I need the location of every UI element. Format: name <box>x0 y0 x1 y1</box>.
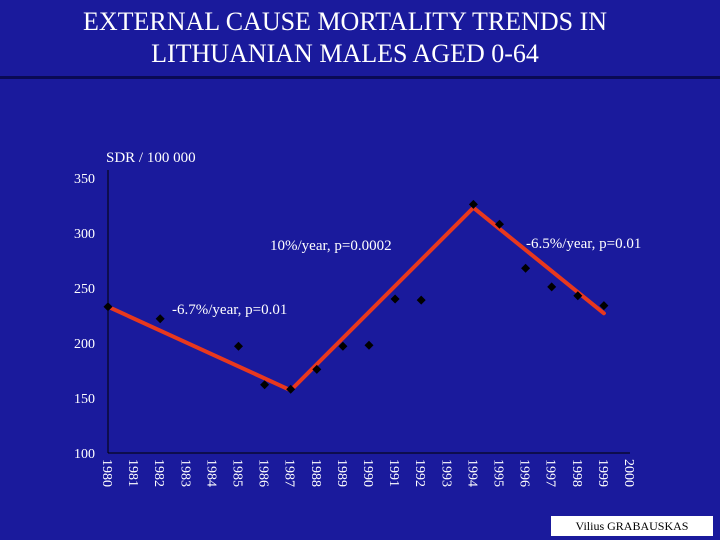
trend-label-early-decline: -6.7%/year, p=0.01 <box>172 302 288 318</box>
title-divider <box>0 76 720 79</box>
y-tick-label: 350 <box>74 172 95 187</box>
x-tick-label: 1993 <box>438 459 453 487</box>
x-tick-label: 2000 <box>621 459 636 487</box>
author-footer: Vilius GRABAUSKAS <box>551 516 713 536</box>
x-tick-label: 1981 <box>125 459 140 487</box>
data-point <box>416 295 426 305</box>
x-tick-label: 1987 <box>282 459 297 487</box>
trend-line <box>471 205 606 316</box>
data-point <box>312 364 322 374</box>
data-point <box>234 341 243 351</box>
trend-label-late-decline: -6.5%/year, p=0.01 <box>526 236 642 252</box>
y-tick-label: 200 <box>74 337 95 352</box>
x-tick-label: 1988 <box>308 459 323 487</box>
data-point <box>260 380 270 390</box>
x-tick-label: 1991 <box>386 459 401 487</box>
data-point <box>390 294 400 304</box>
x-tick-label: 1997 <box>543 459 558 487</box>
x-tick-label: 1992 <box>412 459 427 487</box>
x-tick-label: 1984 <box>203 459 218 487</box>
data-point <box>468 199 478 209</box>
x-tick-label: 1982 <box>151 459 166 487</box>
x-tick-label: 1983 <box>177 459 192 487</box>
data-point <box>155 314 165 324</box>
data-point <box>286 384 296 394</box>
y-axis-label: SDR / 100 000 <box>106 150 196 166</box>
data-point <box>338 341 348 351</box>
data-point <box>599 301 609 311</box>
x-tick-label: 1986 <box>256 459 271 487</box>
data-point <box>521 263 531 273</box>
trend-line <box>288 205 476 393</box>
x-tick-label: 1999 <box>595 459 610 487</box>
data-point <box>573 291 583 301</box>
title-line-1: EXTERNAL CAUSE MORTALITY TRENDS IN <box>82 7 608 36</box>
trend-label-rise: 10%/year, p=0.0002 <box>270 238 392 254</box>
y-tick-label: 250 <box>74 282 95 297</box>
x-tick-label: 1996 <box>517 459 532 487</box>
trend-line <box>106 304 293 393</box>
x-tick-label: 1985 <box>230 459 245 487</box>
x-tick-label: 1989 <box>334 459 349 487</box>
x-tick-label: 1980 <box>99 459 114 487</box>
data-point <box>364 340 374 350</box>
data-point <box>495 219 504 229</box>
y-tick-label: 300 <box>74 227 95 242</box>
x-tick-label: 1990 <box>360 459 375 487</box>
y-tick-label: 150 <box>74 392 95 407</box>
title-line-2: LITHUANIAN MALES AGED 0-64 <box>151 39 539 68</box>
x-tick-label: 1995 <box>491 459 506 487</box>
data-point <box>103 302 113 312</box>
x-tick-label: 1994 <box>464 459 479 487</box>
y-tick-label: 100 <box>74 447 95 462</box>
slide-title: EXTERNAL CAUSE MORTALITY TRENDS IN LITHU… <box>0 6 690 70</box>
data-point <box>547 282 557 292</box>
x-tick-label: 1998 <box>569 459 584 487</box>
